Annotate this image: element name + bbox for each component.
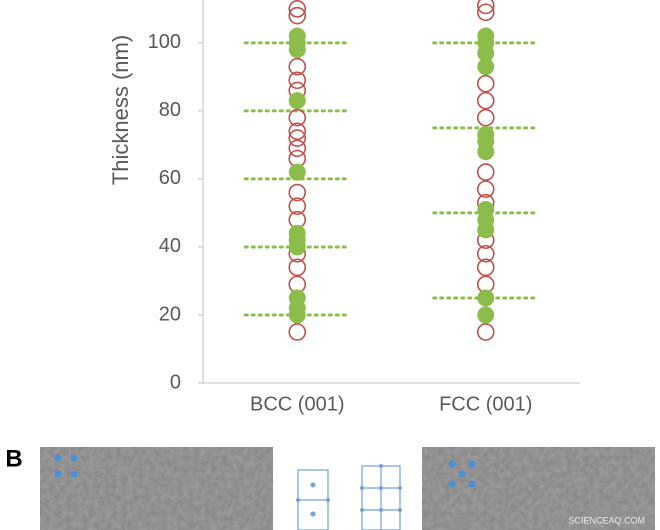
micrograph [40, 447, 273, 530]
data-point [288, 92, 306, 110]
watermark: SCIENCEAQ.COM [568, 515, 645, 525]
data-point [476, 258, 495, 277]
data-point [476, 74, 495, 93]
data-point [476, 244, 495, 263]
data-point [476, 180, 495, 198]
data-point [288, 289, 306, 307]
data-point [476, 91, 495, 110]
data-point [476, 163, 495, 181]
data-point [477, 126, 495, 144]
data-point [477, 58, 495, 76]
data-point [288, 139, 307, 158]
data-point [477, 27, 495, 45]
data-point [288, 27, 306, 45]
data-point [288, 163, 306, 181]
x-tick-label: BCC (001) [250, 393, 344, 415]
data-point [288, 197, 307, 215]
data-point [476, 0, 495, 15]
data-point [288, 323, 307, 341]
micrograph [422, 447, 655, 530]
data-point [288, 129, 307, 147]
data-point [476, 323, 495, 341]
data-point [288, 57, 307, 76]
y-tick-label: 60 [159, 167, 181, 189]
data-point [476, 108, 495, 127]
data-point [288, 224, 306, 242]
data-point [288, 122, 307, 141]
y-tick-label: 40 [159, 235, 181, 257]
y-tick-label: 100 [148, 31, 181, 53]
data-point [288, 183, 307, 202]
y-tick-label: 80 [159, 99, 181, 121]
panel-label: B [5, 445, 22, 472]
y-tick-label: 20 [159, 303, 181, 325]
data-point [288, 0, 307, 18]
data-point [288, 258, 307, 277]
data-point [288, 71, 307, 90]
data-point [477, 289, 495, 307]
plot-area: 0 20 40 60 80 100 BCC (001) FCC (001) [148, 0, 540, 415]
x-tick-label: FCC (001) [439, 393, 532, 415]
data-point [288, 6, 307, 25]
y-axis-label: Thickness (nm) [108, 35, 133, 185]
y-tick-label: 0 [170, 371, 181, 393]
data-point [288, 108, 307, 127]
data-point [477, 201, 495, 219]
data-point [476, 3, 495, 22]
data-point [477, 306, 495, 324]
lattice-diagram [296, 464, 402, 530]
